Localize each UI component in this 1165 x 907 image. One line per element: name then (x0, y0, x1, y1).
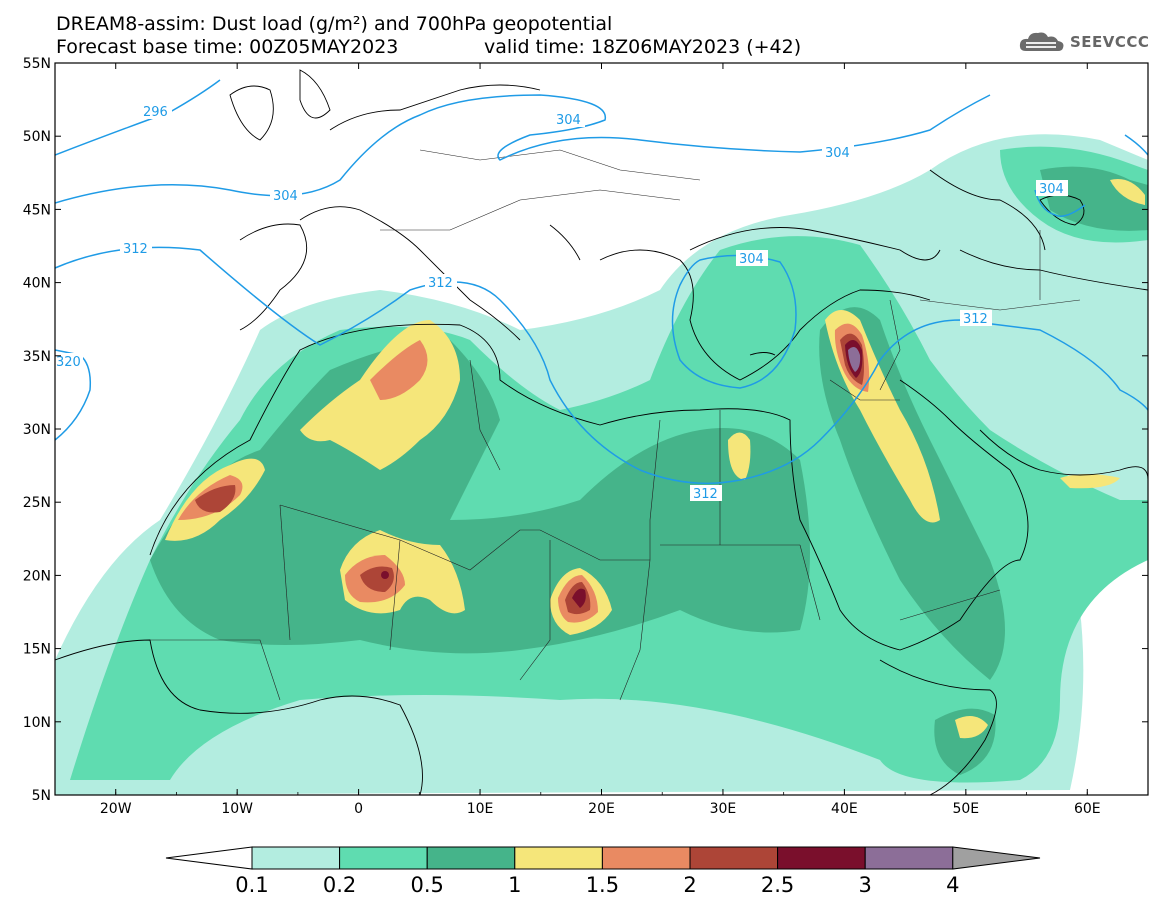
lat-label: 15N (23, 642, 51, 658)
colorbar-swatch (339, 846, 428, 870)
logo-text: SEEVCCC (1070, 33, 1150, 51)
colorbar-label: 0.2 (323, 873, 356, 897)
colorbar-max-arrow (952, 846, 1041, 870)
contour-label: 304 (556, 113, 581, 128)
country-borders (150, 149, 1081, 701)
colorbar: 0.1 0.2 0.5 1 1.5 2 2.5 3 4 (165, 846, 1041, 897)
colorbar-label: 3 (859, 873, 872, 897)
colorbar-label: 0.5 (410, 873, 443, 897)
colorbar-label: 1 (508, 873, 521, 897)
lat-label: 30N (23, 422, 51, 438)
map-title: DREAM8-assim: Dust load (g/m²) and 700hP… (56, 13, 613, 35)
lon-label: 60E (1074, 801, 1101, 817)
contour-label: 296 (143, 105, 168, 120)
contour-label: 304 (739, 252, 764, 267)
colorbar-min-arrow (165, 846, 253, 870)
colorbar-swatch (689, 846, 779, 870)
lon-label: 20W (100, 801, 132, 817)
geopotential-contours (55, 79, 1148, 485)
lon-label: 20E (588, 801, 615, 817)
contour-label: 312 (693, 487, 718, 502)
valid-time: valid time: 18Z06MAY2023 (+42) (484, 36, 802, 58)
contour-label: 304 (273, 189, 298, 204)
colorbar-label: 4 (946, 873, 959, 897)
dust-field (55, 63, 1148, 795)
colorbar-swatch (426, 846, 516, 870)
lon-label: 50E (952, 801, 979, 817)
colorbar-swatch (864, 846, 954, 870)
forecast-base-time: Forecast base time: 00Z05MAY2023 (56, 36, 399, 58)
colorbar-label: 1.5 (586, 873, 619, 897)
contour-label: 320 (56, 355, 81, 370)
seevccc-logo: SEEVCCC (1018, 28, 1149, 56)
lat-label: 20N (23, 568, 51, 584)
lat-label: 45N (23, 202, 51, 218)
colorbar-label: 2 (683, 873, 696, 897)
colorbar-swatch (251, 846, 341, 870)
latitude-axis: 55N 50N 45N 40N 35N 30N 25N 20N 15N 10N 5N (23, 56, 1148, 804)
colorbar-swatch (514, 846, 603, 870)
lon-label: 40E (831, 801, 858, 817)
colorbar-swatch (777, 846, 866, 870)
colorbar-swatch (601, 846, 691, 870)
lat-label: 10N (23, 715, 51, 731)
lon-label: 10W (221, 801, 253, 817)
lat-label: 50N (23, 129, 51, 145)
cloud-logo-icon (1019, 32, 1064, 51)
contour-label: 312 (123, 242, 148, 257)
contour-labels: 296 304 304 304 304 312 312 312 312 320 … (55, 103, 1068, 502)
lon-label: 30E (710, 801, 737, 817)
lat-label: 55N (23, 56, 51, 72)
contour-label: 304 (1039, 182, 1064, 197)
contour-label: 312 (428, 276, 453, 291)
contour-label: 304 (825, 146, 850, 161)
colorbar-label: 2.5 (761, 873, 794, 897)
contour-label: 312 (963, 312, 988, 327)
lat-label: 35N (23, 349, 51, 365)
lat-label: 5N (32, 788, 51, 804)
lon-label: 0 (354, 801, 363, 817)
coastlines (55, 69, 1148, 795)
lat-label: 25N (23, 495, 51, 511)
lat-label: 40N (23, 276, 51, 292)
longitude-axis: 20W 10W 0 10E 20E 30E 40E 50E 60E (54, 63, 1149, 817)
colorbar-label: 0.1 (235, 873, 268, 897)
lon-label: 10E (467, 801, 494, 817)
